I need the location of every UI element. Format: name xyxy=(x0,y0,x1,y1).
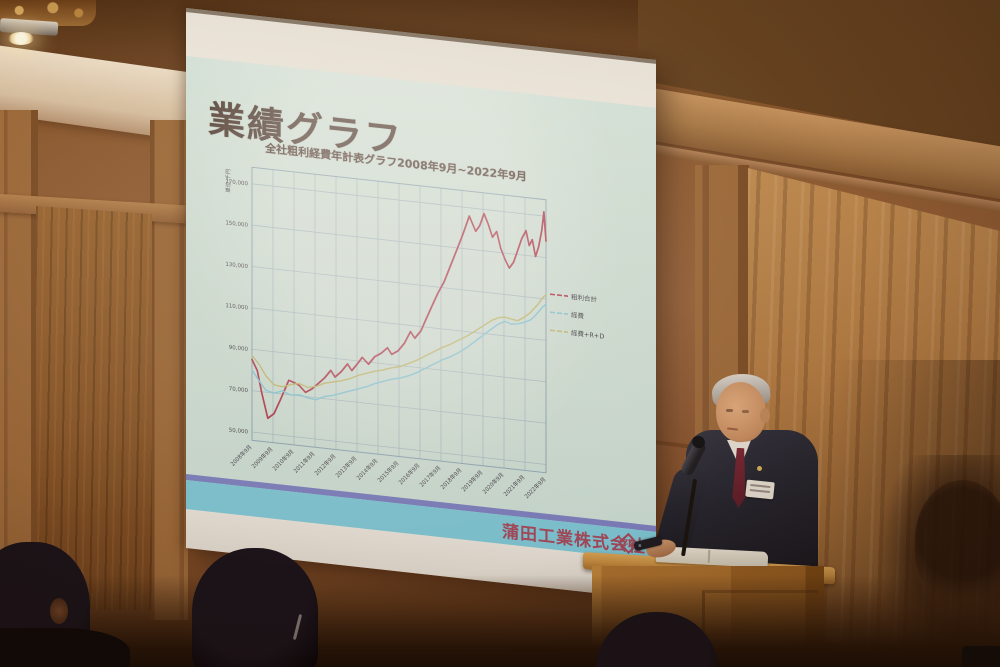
svg-text:粗利合計: 粗利合計 xyxy=(571,292,597,304)
svg-text:110,000: 110,000 xyxy=(225,303,248,312)
svg-text:150,000: 150,000 xyxy=(225,220,248,229)
svg-text:50,000: 50,000 xyxy=(229,427,249,435)
chandelier xyxy=(0,0,130,56)
svg-text:130,000: 130,000 xyxy=(225,262,248,271)
svg-text:170,000: 170,000 xyxy=(225,179,248,188)
audience-head-silhouette xyxy=(192,548,318,667)
floor xyxy=(0,575,1000,667)
wall-pilaster-left-inner xyxy=(150,120,188,620)
svg-text:70,000: 70,000 xyxy=(229,386,249,394)
presenter-ear xyxy=(760,408,770,423)
svg-text:単位:千円: 単位:千円 xyxy=(224,168,232,193)
dark-object-corner xyxy=(962,646,1000,667)
audience-ear xyxy=(50,598,68,624)
curtain-left xyxy=(36,206,152,610)
presenter-eyes xyxy=(726,409,733,412)
projector-screen: 業績グラフ 全社粗利経費年計表グラフ2008年9月~2022年9月 50,000… xyxy=(186,8,656,600)
svg-text:経費+R+D: 経費+R+D xyxy=(571,328,604,341)
presenter-name-badge xyxy=(745,479,775,500)
lapel-pin xyxy=(757,466,762,471)
svg-text:経費: 経費 xyxy=(571,310,584,320)
svg-text:90,000: 90,000 xyxy=(229,345,249,353)
performance-line-chart: 50,000 70,000 90,000 110,000 130,000 150,000 1… xyxy=(224,166,604,500)
audience-shoulder xyxy=(0,628,130,667)
lamp-glow xyxy=(8,32,34,45)
